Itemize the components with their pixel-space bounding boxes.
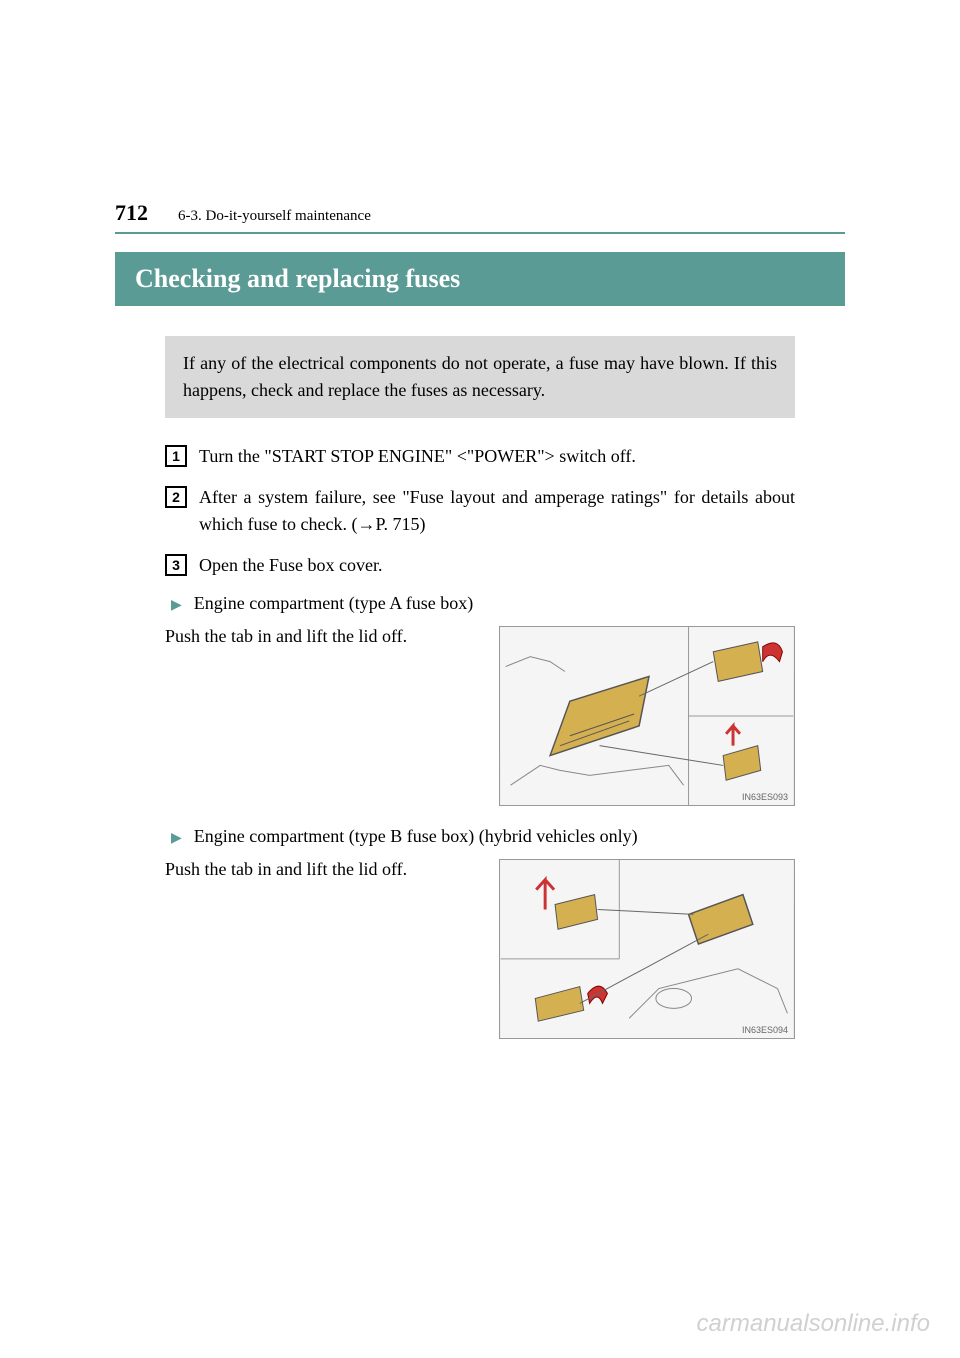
instruction-text: Push the tab in and lift the lid off. xyxy=(165,859,499,880)
instruction-block: Push the tab in and lift the lid off. xyxy=(165,626,795,806)
step-number-icon: 3 xyxy=(165,554,187,576)
step-number-icon: 2 xyxy=(165,486,187,508)
fuse-box-illustration-b: IN63ES094 xyxy=(499,859,795,1039)
fuse-box-illustration-a: IN63ES093 xyxy=(499,626,795,806)
bullet-item: ▶ Engine compartment (type A fuse box) xyxy=(165,593,795,614)
step-number-icon: 1 xyxy=(165,445,187,467)
intro-text: If any of the electrical components do n… xyxy=(165,336,795,418)
bullet-item: ▶ Engine compartment (type B fuse box) (… xyxy=(165,826,795,847)
section-title: Checking and replacing fuses xyxy=(115,252,845,306)
bullet-text: Engine compartment (type B fuse box) (hy… xyxy=(194,826,638,847)
bullet-text: Engine compartment (type A fuse box) xyxy=(194,593,473,614)
instruction-block: Push the tab in and lift the lid off. xyxy=(165,859,795,1039)
bullet-icon: ▶ xyxy=(171,830,182,847)
page-number: 712 xyxy=(115,200,148,226)
step-text: Open the Fuse box cover. xyxy=(199,552,795,579)
page-header: 712 6-3. Do-it-yourself maintenance xyxy=(115,200,845,234)
step-item: 1 Turn the "START STOP ENGINE" <"POWER">… xyxy=(165,443,795,470)
watermark: carmanualsonline.info xyxy=(697,1310,930,1338)
image-id-label: IN63ES093 xyxy=(742,792,788,802)
steps-list: 1 Turn the "START STOP ENGINE" <"POWER">… xyxy=(165,443,795,579)
step-item: 3 Open the Fuse box cover. xyxy=(165,552,795,579)
bullet-icon: ▶ xyxy=(171,597,182,614)
instruction-text: Push the tab in and lift the lid off. xyxy=(165,626,499,647)
step-text: Turn the "START STOP ENGINE" <"POWER"> s… xyxy=(199,443,795,470)
step-text: After a system failure, see "Fuse layout… xyxy=(199,484,795,538)
step-item: 2 After a system failure, see "Fuse layo… xyxy=(165,484,795,538)
image-id-label: IN63ES094 xyxy=(742,1025,788,1035)
breadcrumb: 6-3. Do-it-yourself maintenance xyxy=(178,208,371,225)
